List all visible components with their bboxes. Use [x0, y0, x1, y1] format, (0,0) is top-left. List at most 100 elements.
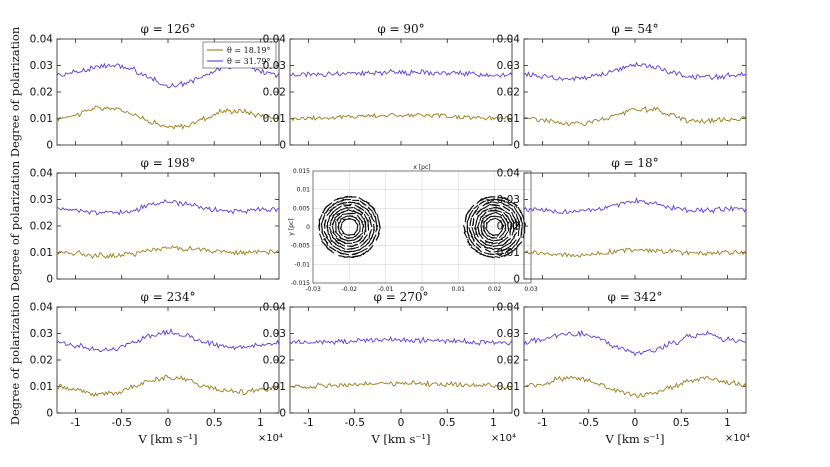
polarization-vector — [325, 236, 331, 243]
y-tick-label: 0.04 — [497, 302, 521, 314]
polarization-vector — [344, 203, 353, 207]
axes-frame — [56, 306, 280, 414]
polarization-vector — [499, 199, 506, 203]
y-axis-label: Degree of polarization — [8, 160, 22, 291]
polarization-vector — [336, 197, 343, 200]
polarization-vector — [372, 226, 375, 232]
polarization-vector — [511, 208, 516, 214]
y-tick-label: 0.03 — [497, 194, 520, 206]
polarization-vector — [328, 246, 337, 252]
polarization-vector — [335, 205, 342, 211]
polarization-vector — [483, 252, 492, 255]
polarization-vector — [336, 214, 343, 221]
polarization-vector — [474, 221, 478, 230]
map-y-tick-label: 0 — [306, 224, 310, 231]
polarization-vector — [511, 227, 515, 236]
polarization-vector — [352, 240, 360, 244]
line-panel-8: φ = 342° 0 0.01 0.02 0.03 0.04 -1 -0.5 0 0.5 1 V [k… — [497, 290, 750, 446]
series-line-theta-18 — [56, 105, 280, 130]
polarization-vector — [513, 233, 516, 240]
x-tick-label: 1 — [257, 417, 264, 429]
y-tick-label: 0.04 — [497, 168, 521, 180]
panel-title: φ = 54° — [611, 22, 658, 36]
polarization-vector — [504, 247, 512, 255]
polarization-vector — [500, 235, 506, 240]
polarization-vector — [359, 239, 364, 244]
series-line-theta-31 — [289, 335, 513, 346]
polarization-vector — [374, 217, 378, 225]
map-x-tick-label: 0 — [420, 286, 424, 293]
polarization-vector — [510, 221, 512, 229]
map-y-tick-label: -0.015 — [291, 280, 311, 287]
polarization-vector — [499, 207, 505, 212]
polarization-vector — [357, 209, 364, 214]
polarization-vector — [469, 217, 473, 224]
polarization-vector — [498, 240, 504, 244]
legend-label: θ = 31.79° — [227, 57, 271, 66]
map-x-tick-label: 0.03 — [524, 286, 538, 293]
polarization-vector — [509, 201, 518, 207]
polarization-vector — [479, 215, 482, 222]
y-tick-label: 0.01 — [263, 381, 286, 393]
polarization-vector — [488, 238, 495, 242]
polarization-vector — [494, 239, 500, 242]
polarization-vector — [482, 229, 489, 237]
polarization-vector — [368, 207, 374, 212]
y-tick-label: 0.04 — [263, 302, 287, 314]
polarization-vector — [509, 241, 516, 248]
series-line-theta-31 — [56, 328, 280, 352]
polarization-vector — [479, 239, 487, 246]
y-tick-label: 0 — [279, 408, 286, 420]
polarization-vector — [346, 247, 355, 250]
y-tick-label: 0.02 — [30, 355, 53, 367]
polarization-vector — [501, 239, 509, 247]
polarization-vector — [318, 233, 323, 241]
series-line-theta-18 — [289, 112, 513, 122]
y-tick-label: 0.01 — [30, 247, 53, 259]
polarization-vector — [495, 211, 503, 217]
polarization-vector — [507, 203, 514, 207]
polarization-vector — [468, 209, 474, 217]
polarization-vector — [341, 213, 348, 216]
polarization-vector — [322, 214, 326, 220]
polarization-vector — [375, 224, 379, 233]
series-line-theta-31 — [56, 198, 280, 216]
polarization-vector — [335, 209, 342, 214]
polarization-vector — [490, 209, 498, 212]
polarization-vector — [359, 226, 361, 233]
y-tick-label: 0.02 — [497, 221, 520, 233]
polarization-vector — [515, 239, 520, 246]
polarization-vector — [495, 215, 502, 218]
polarization-vector — [361, 201, 367, 206]
polarization-vector — [326, 247, 333, 252]
polarization-vector — [483, 204, 490, 209]
polarization-vector — [516, 211, 523, 220]
x-exponent: ×10⁴ — [258, 433, 283, 444]
polarization-vector — [340, 215, 348, 220]
polarization-vector — [482, 208, 489, 212]
x-tick-label: -1 — [537, 417, 547, 429]
polarization-vector — [321, 240, 328, 248]
polarization-vector — [505, 198, 511, 202]
polarization-vector — [472, 217, 475, 226]
y-axis-label: Degree of polarization — [8, 294, 22, 425]
map-y-tick-label: 0.015 — [293, 168, 310, 175]
polarization-vector — [372, 206, 377, 215]
polarization-vector — [468, 227, 473, 236]
y-tick-label: 0.03 — [263, 328, 286, 340]
axes-frame — [523, 172, 747, 280]
polarization-vector — [502, 203, 510, 207]
polarization-vector — [340, 209, 349, 214]
panel-title: φ = 126° — [141, 22, 196, 36]
axes-frame — [289, 306, 513, 414]
map-x-label: x [pc] — [413, 164, 430, 171]
polarization-vector — [360, 240, 367, 247]
polarization-vector — [323, 219, 327, 226]
y-tick-label: 0.02 — [497, 355, 520, 367]
map-x-tick-label: -0.02 — [342, 286, 358, 293]
polarization-vector — [506, 215, 511, 223]
y-tick-label: 0.04 — [30, 302, 54, 314]
y-tick-label: 0.02 — [30, 221, 53, 233]
x-axis-label: V [km s⁻¹] — [604, 432, 664, 446]
series-line-theta-18 — [289, 379, 513, 390]
